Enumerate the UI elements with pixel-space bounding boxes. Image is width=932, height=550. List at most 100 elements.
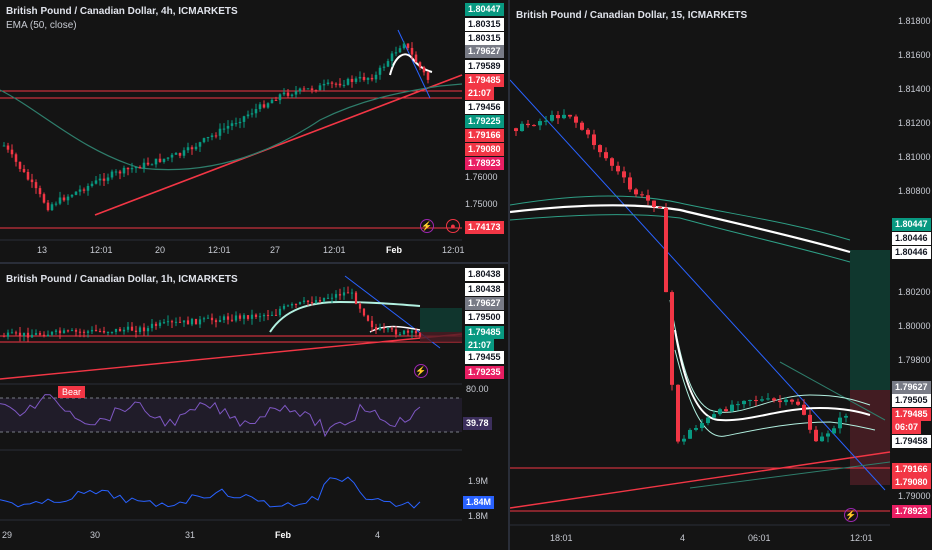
candle-body bbox=[418, 333, 422, 337]
candle-body bbox=[126, 326, 130, 330]
price-tag: 1.79627 bbox=[892, 381, 931, 394]
candle-body bbox=[2, 335, 6, 337]
price-tag: 1.79166 bbox=[465, 129, 504, 142]
candle-body bbox=[390, 328, 394, 330]
candle-body bbox=[302, 300, 306, 303]
candle-body bbox=[194, 318, 198, 325]
candle-body bbox=[310, 88, 314, 91]
candle-body bbox=[78, 331, 82, 333]
candle-body bbox=[186, 320, 190, 325]
candle-body bbox=[422, 67, 426, 73]
price-tag: 1.80446 bbox=[892, 232, 931, 245]
candle-body bbox=[198, 142, 202, 147]
candle-body bbox=[562, 114, 566, 119]
candle-body bbox=[802, 404, 806, 415]
price-tag: 1.80315 bbox=[465, 18, 504, 31]
candle-body bbox=[266, 314, 270, 316]
candle-body bbox=[406, 330, 410, 333]
candle-body bbox=[102, 330, 106, 333]
candle-body bbox=[514, 128, 518, 132]
price-tag: 1.78923 bbox=[465, 157, 504, 170]
rsi-value-tag: 39.78 bbox=[463, 417, 492, 430]
price-tag: 1.80447 bbox=[892, 218, 931, 231]
candle-body bbox=[754, 400, 758, 402]
candle-body bbox=[742, 400, 746, 405]
candle-body bbox=[62, 330, 66, 334]
price-tag: 1.79485 bbox=[465, 74, 504, 87]
price-tag: 1.80438 bbox=[465, 283, 504, 296]
lightning-alert-icon[interactable]: ⚡ bbox=[420, 219, 434, 233]
candle-body bbox=[226, 316, 230, 320]
candle-body bbox=[142, 162, 146, 169]
candle-body bbox=[274, 99, 278, 101]
candle-body bbox=[66, 196, 70, 201]
candle-body bbox=[98, 330, 102, 332]
chart-15m-pane[interactable]: British Pound / Canadian Dollar, 15, ICM… bbox=[510, 0, 932, 550]
candle-body bbox=[242, 315, 246, 319]
candle-body bbox=[394, 329, 398, 335]
chart-4h-pane[interactable]: British Pound / Canadian Dollar, 4h, ICM… bbox=[0, 0, 508, 262]
candle-body bbox=[520, 123, 524, 132]
candle-body bbox=[10, 149, 14, 155]
candle-body bbox=[724, 409, 728, 412]
candle-body bbox=[718, 409, 722, 415]
candle-body bbox=[226, 125, 230, 129]
candle-body bbox=[386, 61, 390, 67]
record-icon[interactable]: ● bbox=[446, 219, 460, 233]
candle-body bbox=[234, 315, 238, 321]
chart-1h-pane[interactable]: British Pound / Canadian Dollar, 1h, ICM… bbox=[0, 264, 508, 550]
candle-body bbox=[122, 167, 126, 174]
candle-body bbox=[382, 328, 386, 330]
candle-body bbox=[544, 120, 548, 122]
pane-divider-horizontal[interactable] bbox=[0, 262, 508, 264]
candle-body bbox=[126, 167, 130, 170]
candle-body bbox=[712, 414, 716, 418]
price-axis-label: 1.81200 bbox=[898, 118, 931, 128]
candle-body bbox=[334, 294, 338, 298]
candle-body bbox=[736, 404, 740, 406]
candle-body bbox=[318, 85, 322, 91]
candle-body bbox=[346, 78, 350, 85]
candle-body bbox=[274, 314, 278, 316]
time-label: Feb bbox=[275, 530, 292, 540]
price-tag: 1.79166 bbox=[892, 463, 931, 476]
candle-body bbox=[78, 189, 82, 192]
time-label: 20 bbox=[155, 245, 166, 255]
candle-body bbox=[86, 331, 90, 333]
candle-body bbox=[326, 297, 330, 299]
candle-body bbox=[634, 189, 638, 195]
price-tag: 1.79235 bbox=[465, 366, 504, 379]
candle-body bbox=[210, 135, 214, 138]
candle-body bbox=[682, 438, 686, 442]
candle-body bbox=[86, 185, 90, 191]
lightning-alert-icon[interactable]: ⚡ bbox=[414, 364, 428, 378]
candle-body bbox=[222, 316, 226, 320]
pane-divider-vertical[interactable] bbox=[508, 0, 510, 550]
candle-body bbox=[366, 77, 370, 80]
candle-body bbox=[214, 320, 218, 323]
candle-body bbox=[310, 302, 314, 304]
candle-body bbox=[82, 331, 86, 333]
price-tag: 1.80315 bbox=[465, 32, 504, 45]
candle-body bbox=[426, 72, 430, 80]
candle-body bbox=[402, 330, 406, 335]
candle-body bbox=[210, 317, 214, 321]
candle-body bbox=[42, 194, 46, 203]
candle-body bbox=[826, 433, 830, 437]
candle-body bbox=[398, 48, 402, 53]
candle-body bbox=[574, 116, 578, 123]
candle-body bbox=[290, 304, 294, 306]
candle-body bbox=[2, 145, 6, 147]
price-tag: 1.79505 bbox=[892, 394, 931, 407]
candle-body bbox=[22, 168, 26, 173]
candle-body bbox=[378, 328, 382, 330]
lightning-alert-icon[interactable]: ⚡ bbox=[844, 508, 858, 522]
candle-body bbox=[322, 297, 326, 302]
time-label: 30 bbox=[90, 530, 101, 540]
candle-body bbox=[610, 158, 614, 166]
candle-body bbox=[62, 197, 66, 201]
candle-body bbox=[174, 321, 178, 323]
candle-body bbox=[414, 330, 418, 334]
time-label: Feb bbox=[386, 245, 403, 255]
candle-body bbox=[102, 178, 106, 181]
